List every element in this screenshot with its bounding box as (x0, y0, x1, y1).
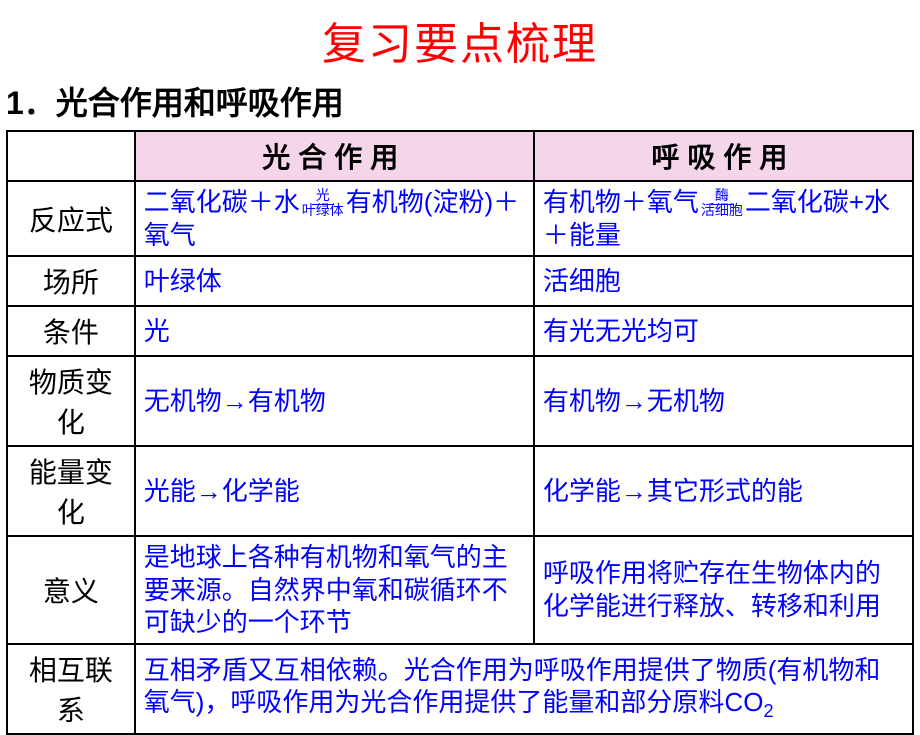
section-heading: 1．光合作用和呼吸作用 (0, 78, 920, 130)
row-label-condition: 条件 (7, 306, 135, 356)
row-label-location: 场所 (7, 256, 135, 306)
row-label-relation: 相互联系 (7, 644, 135, 734)
page-title: 复习要点梳理 (0, 0, 920, 78)
cell-reaction-resp: 有机物＋氧气酶活细胞二氧化碳+水＋能量 (534, 181, 913, 256)
row-label-energy: 能量变化 (7, 446, 135, 536)
row-label-reaction: 反应式 (7, 181, 135, 256)
cell-condition-resp: 有光无光均可 (534, 306, 913, 356)
row-label-meaning: 意义 (7, 536, 135, 644)
table-row: 意义 是地球上各种有机物和氧气的主要来源。自然界中氧和碳循环不可缺少的一个环节 … (7, 536, 913, 644)
table-row: 场所 叶绿体 活细胞 (7, 256, 913, 306)
cell-matter-photo: 无机物→有机物 (135, 356, 534, 446)
table-row: 能量变化 光能→化学能 化学能→其它形式的能 (7, 446, 913, 536)
table-row: 反应式 二氧化碳＋水光叶绿体有机物(淀粉)＋氧气 有机物＋氧气酶活细胞二氧化碳+… (7, 181, 913, 256)
cell-condition-photo: 光 (135, 306, 534, 356)
table-row: 条件 光 有光无光均可 (7, 306, 913, 356)
cell-relation-merged: 互相矛盾又互相依赖。光合作用为呼吸作用提供了物质(有机物和氧气)，呼吸作用为光合… (135, 644, 913, 734)
cell-matter-resp: 有机物→无机物 (534, 356, 913, 446)
cell-energy-resp: 化学能→其它形式的能 (534, 446, 913, 536)
table-header-row: 光合作用 呼吸作用 (7, 131, 913, 181)
comparison-table: 光合作用 呼吸作用 反应式 二氧化碳＋水光叶绿体有机物(淀粉)＋氧气 有机物＋氧… (6, 130, 914, 735)
table-row: 物质变化 无机物→有机物 有机物→无机物 (7, 356, 913, 446)
corner-cell (7, 131, 135, 181)
cell-meaning-photo: 是地球上各种有机物和氧气的主要来源。自然界中氧和碳循环不可缺少的一个环节 (135, 536, 534, 644)
cell-reaction-photo: 二氧化碳＋水光叶绿体有机物(淀粉)＋氧气 (135, 181, 534, 256)
cell-meaning-resp: 呼吸作用将贮存在生物体内的化学能进行释放、转移和利用 (534, 536, 913, 644)
table-row: 相互联系 互相矛盾又互相依赖。光合作用为呼吸作用提供了物质(有机物和氧气)，呼吸… (7, 644, 913, 734)
col-header-photosynthesis: 光合作用 (135, 131, 534, 181)
row-label-matter: 物质变化 (7, 356, 135, 446)
cell-location-resp: 活细胞 (534, 256, 913, 306)
col-header-respiration: 呼吸作用 (534, 131, 913, 181)
cell-energy-photo: 光能→化学能 (135, 446, 534, 536)
cell-location-photo: 叶绿体 (135, 256, 534, 306)
